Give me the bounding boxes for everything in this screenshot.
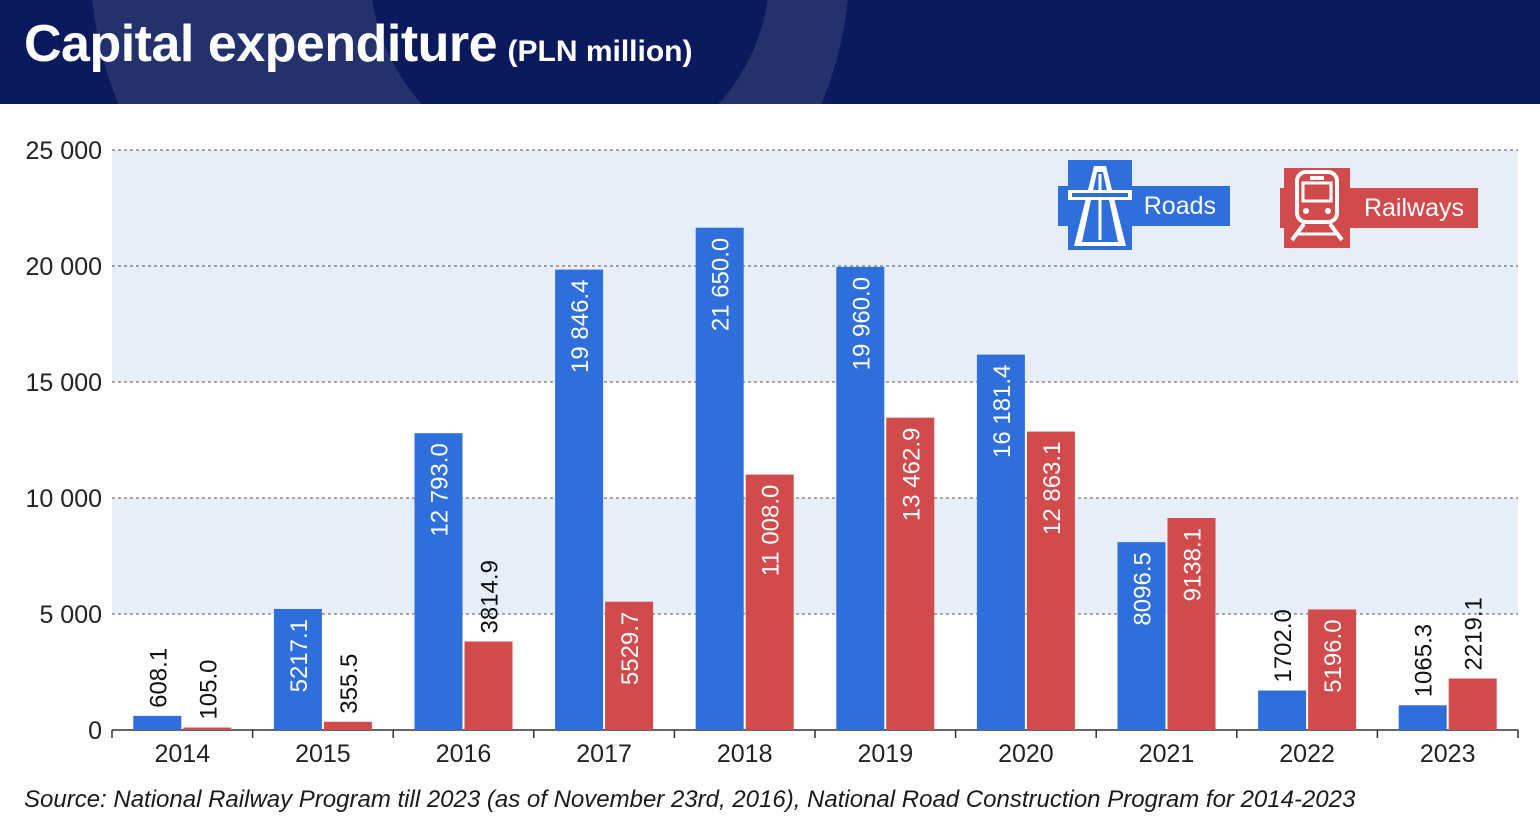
bar-railways [886,417,935,730]
x-tick-label: 2019 [857,740,913,768]
chart-subtitle: (PLN million) [507,35,693,68]
y-tick-label: 20 000 [26,253,102,281]
bar-roads [273,608,322,730]
page-title: Capital expenditure (PLN million) [24,14,693,74]
bar-roads [836,266,885,730]
bar-roads [695,227,744,730]
y-tick-label: 0 [88,717,102,745]
data-label-railways: 105.0 [195,660,222,720]
x-tick-label: 2017 [576,740,632,768]
bar-roads [555,269,604,730]
data-label-railways: 5196.0 [1320,619,1347,692]
data-label-railways: 3814.9 [477,560,504,633]
x-tick-label: 2016 [436,740,492,768]
y-tick-label: 5 000 [39,601,102,629]
bar-roads [133,715,182,730]
header-decoration-inner [370,0,770,104]
data-label-railways: 12 863.1 [1039,442,1066,535]
bar-railways [745,474,794,730]
bar-roads [1258,690,1307,730]
bar-roads [414,433,463,730]
legend-roads-label: Roads [1143,192,1216,220]
data-label-roads: 608.1 [145,648,172,708]
data-label-roads: 1702.0 [1270,609,1297,682]
data-label-roads: 1065.3 [1411,624,1438,697]
bar-roads [1117,542,1166,730]
data-label-railways: 9138.1 [1180,528,1207,601]
header-banner: Capital expenditure (PLN million) [0,0,1540,104]
bar-railways [1308,609,1357,730]
train-icon [1284,168,1350,248]
legend-railways-label: Railways [1363,194,1464,222]
x-tick-label: 2023 [1420,740,1476,768]
data-label-railways: 13 462.9 [898,428,925,521]
data-label-railways: 355.5 [336,654,363,714]
legend-railways: Railways [1280,168,1478,248]
x-tick-label: 2022 [1279,740,1335,768]
data-label-roads: 21 650.0 [708,238,735,331]
y-tick-label: 15 000 [26,369,102,397]
data-label-roads: 12 793.0 [427,443,454,536]
grid-band [112,498,1518,614]
bar-railways [183,727,232,730]
bar-railways [605,601,654,730]
data-label-railways: 2219.1 [1461,597,1488,670]
grid-band [112,266,1518,382]
bar-chart: 0 5 000 10 000 15 000 20 000 25 000 2014 608.1 1… [26,137,1519,768]
bar-railways [323,721,372,730]
y-tick-label: 25 000 [26,137,102,165]
data-label-railways: 5529.7 [617,612,644,685]
bar-roads [976,354,1025,730]
data-label-railways: 11 008.0 [758,485,785,577]
x-tick-label: 2015 [295,740,351,768]
x-tick-label: 2014 [154,740,210,768]
legend-roads: Roads [1058,160,1230,250]
source-note: Source: National Railway Program till 20… [24,786,1356,813]
bar-railways [464,641,513,730]
chart-title: Capital expenditure [24,15,498,73]
data-label-roads: 8096.5 [1130,552,1157,625]
data-label-roads: 19 960.0 [848,277,875,370]
data-label-roads: 19 846.4 [567,280,594,373]
bar-railways [1167,517,1216,730]
x-tick-label: 2020 [998,740,1054,768]
bar-railways [1026,431,1075,730]
x-tick-label: 2018 [717,740,773,768]
x-tick-label: 2021 [1139,740,1195,768]
data-label-roads: 5217.1 [286,619,313,692]
data-label-roads: 16 181.4 [989,365,1016,458]
bar-railways [1448,678,1497,730]
y-tick-label: 10 000 [26,485,102,513]
bar-roads [1398,705,1447,730]
highway-icon [1068,160,1132,250]
